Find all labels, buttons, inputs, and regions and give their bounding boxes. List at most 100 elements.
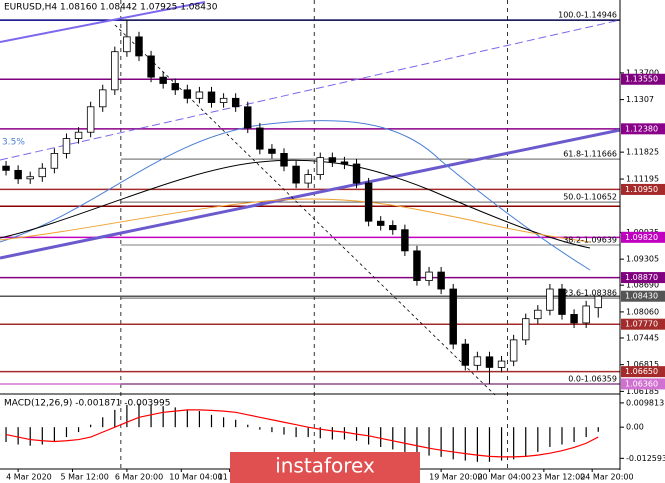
candle-body — [449, 288, 457, 345]
candle-body — [582, 305, 590, 324]
fibo-label: 50.0-1.10652 — [563, 193, 617, 202]
level-label-box — [621, 73, 665, 85]
level-label-box — [621, 183, 665, 195]
level-label: 1.08430 — [625, 292, 658, 301]
moving-average — [0, 159, 591, 249]
trend-line — [0, 128, 621, 260]
macd-y-tick-label: 0.00 — [626, 423, 644, 432]
candle-body — [316, 157, 324, 175]
fibo-label: 23.6-1.08386 — [563, 289, 617, 298]
candle-body — [268, 148, 276, 154]
macd-title: MACD(12,26,9) -0.001871 -0.003995 — [4, 399, 170, 409]
watermark: instaforex — [275, 454, 375, 478]
candle-body — [231, 97, 240, 108]
y-tick-label: 1.07445 — [626, 333, 659, 342]
candle-body — [147, 55, 155, 78]
y-tick-label: 1.11825 — [626, 148, 659, 157]
fibo-line — [114, 24, 496, 396]
y-tick-label: 1.09305 — [626, 255, 659, 264]
candle-body — [485, 356, 494, 368]
candle-body — [74, 131, 83, 139]
candle-body — [304, 174, 312, 184]
candle-body — [413, 250, 421, 281]
x-tick-label: 24 Mar 20:00 — [580, 473, 633, 482]
candle-body — [171, 83, 179, 91]
y-tick-label: 1.1307 — [626, 95, 654, 104]
level-label-box — [621, 231, 665, 243]
trend-line — [0, 19, 621, 161]
chart-title: EURUSD,H4 1.08160 1.08442 1.07925 1.0843… — [4, 3, 218, 13]
candle-body — [558, 288, 566, 315]
macd-y-tick-label: -0.012593 — [626, 454, 665, 463]
level-label: 1.12380 — [625, 124, 658, 133]
candle-body — [461, 343, 470, 366]
candle-body — [328, 157, 337, 163]
level-label: 1.07770 — [625, 320, 658, 329]
x-tick-label: 19 Mar 20:00 — [429, 473, 482, 482]
y-tick-label: 1.11195 — [626, 175, 659, 184]
candle-body — [135, 36, 143, 57]
x-tick-label: 10 Mar 04:00 — [169, 473, 222, 482]
level-label-box — [621, 318, 665, 330]
level-label-box — [621, 366, 665, 378]
y-tick-label: 1.13700 — [626, 68, 659, 77]
annotation: 3.5% — [2, 138, 25, 148]
candle-body — [50, 153, 59, 169]
candle-body — [376, 220, 385, 226]
x-tick-label: 4 Mar 2020 — [6, 473, 52, 482]
fibo-label: 61.8-1.11666 — [563, 150, 617, 159]
macd-y-tick-label: 0.009813 — [626, 398, 664, 407]
candle-body — [62, 138, 71, 154]
level-label-box — [621, 378, 665, 390]
level-label-box — [621, 123, 665, 135]
x-tick-label: 6 Mar 20:00 — [115, 473, 163, 482]
candle-body — [86, 106, 95, 133]
y-tick-label: 1.08690 — [626, 281, 659, 290]
level-label: 1.13550 — [625, 75, 658, 84]
trend-line — [0, 1, 206, 43]
candle-body — [195, 91, 204, 99]
level-label: 1.06360 — [625, 379, 658, 388]
candle-body — [594, 295, 602, 309]
watermark-box — [230, 452, 420, 483]
candle-body — [26, 176, 34, 180]
candle-body — [183, 89, 192, 99]
x-tick-label: 5 Mar 12:00 — [61, 473, 109, 482]
fibo-label: 100.0-1.14946 — [558, 11, 617, 20]
candle-body — [256, 127, 264, 150]
x-tick-label: 20 Mar 04:00 — [477, 473, 530, 482]
fibo-label: 0.0-1.06359 — [568, 374, 617, 383]
level-label-box — [621, 290, 665, 302]
candle-body — [14, 169, 22, 180]
candle-body — [401, 229, 409, 252]
candle-body — [522, 318, 530, 341]
candle-body — [425, 271, 433, 281]
candle-body — [364, 182, 373, 222]
candle-body — [207, 91, 216, 103]
moving-average — [0, 120, 591, 271]
macd-signal — [5, 409, 599, 458]
candle-body — [534, 309, 542, 320]
candle-body — [38, 167, 47, 178]
candle-body — [473, 356, 482, 366]
candle-body — [2, 165, 10, 171]
candle-body — [280, 153, 288, 167]
level-label-box — [621, 272, 665, 284]
level-label: 1.10950 — [625, 185, 658, 194]
candle-body — [244, 106, 252, 129]
candle-body — [292, 165, 300, 184]
fibo-label: 38.2-1.09639 — [563, 235, 617, 244]
candle-body — [437, 271, 445, 290]
y-tick-label: 1.06185 — [626, 387, 659, 396]
candle-body — [546, 288, 554, 311]
candle-body — [99, 89, 107, 108]
candle-body — [509, 339, 518, 362]
candle-body — [123, 36, 131, 53]
candle-body — [159, 76, 167, 84]
candle-body — [352, 163, 361, 184]
candle-body — [389, 225, 397, 231]
moving-average — [0, 198, 591, 243]
